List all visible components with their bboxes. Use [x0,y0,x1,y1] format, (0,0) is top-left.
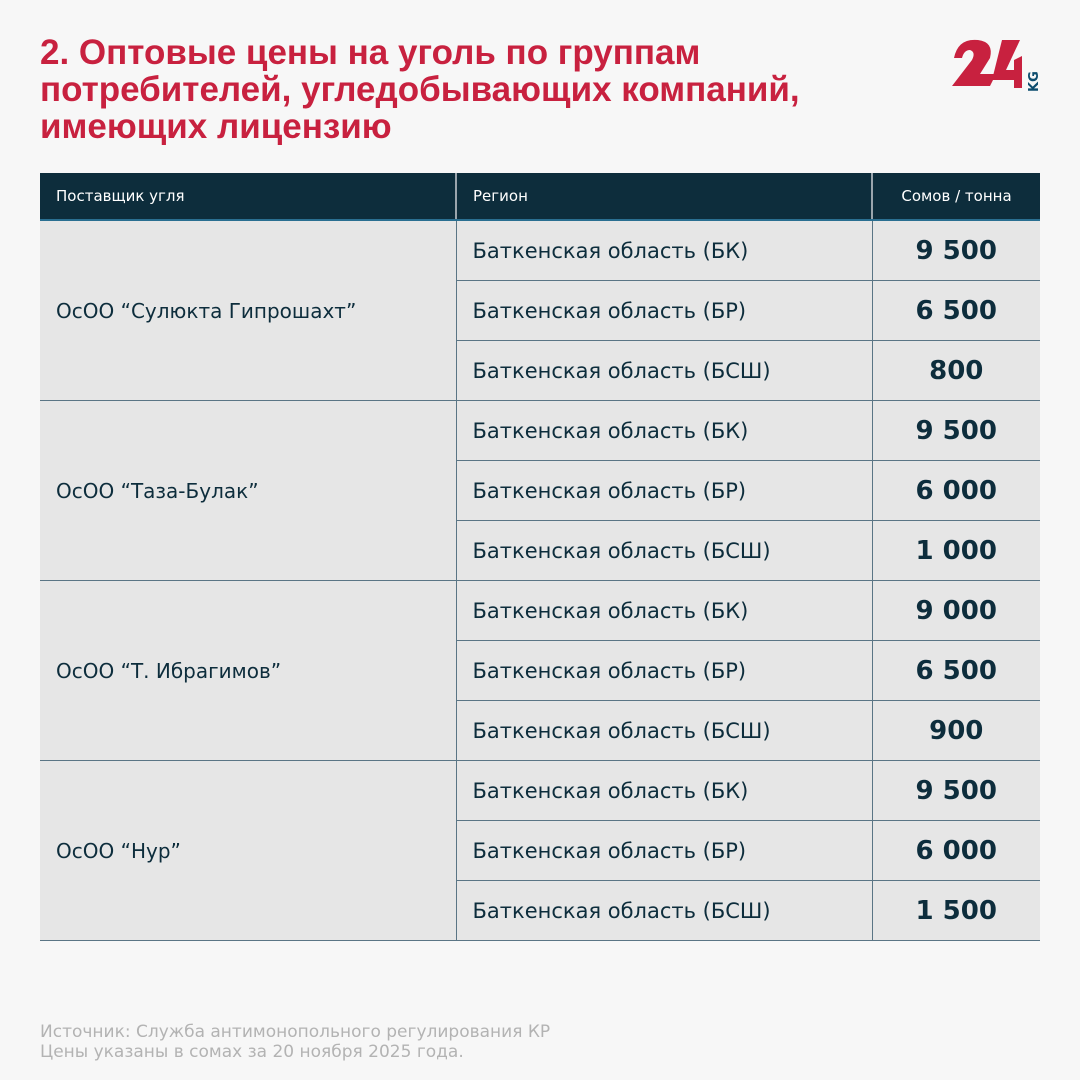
supplier-cell: ОсОО “Нур” [40,760,457,941]
table-row: Баткенская область (БР) 6 500 [40,640,1040,701]
region-cell: Баткенская область (БК) [456,760,873,821]
table-row: ОсОО “Т. Ибрагимов” Баткенская область (Б… [40,580,1040,761]
table-row: ОсОО “Сулюкта Гипрошахт” Баткенская облас… [40,220,1040,401]
region-cell: Баткенская область (БР) [456,280,873,341]
region-cell: Баткенская область (БСШ) [456,520,873,581]
table-row: Баткенская область (БР) 6 500 [40,280,1040,341]
region-cell: Баткенская область (БК) [456,400,873,461]
table-row: Баткенская область (БСШ) 800 [40,340,1040,401]
price-cell: 9 500 [872,400,1040,461]
footer: Источник: Служба антимонопольного регули… [40,1022,550,1062]
logo-24kg: KG [952,39,1042,92]
price-cell: 1 500 [872,880,1040,941]
region-cell: Баткенская область (БСШ) [456,880,873,941]
table-row: Баткенская область (БР) 6 000 [40,820,1040,881]
region-cell: Баткенская область (БР) [456,640,873,701]
price-cell: 6 000 [872,460,1040,521]
supplier-cell: ОсОО “Таза-Булак” [40,400,457,581]
region-cell: Баткенская область (БК) [456,580,873,641]
table-row: Баткенская область (БР) 6 000 [40,460,1040,521]
table-row: Баткенская область (БСШ) 1 000 [40,520,1040,581]
header-supplier: Поставщик угля [40,173,456,221]
region-cell: Баткенская область (БСШ) [456,700,873,761]
region-cell: Баткенская область (БР) [456,820,873,881]
price-cell: 9 500 [872,220,1040,281]
region-cell: Баткенская область (БР) [456,460,873,521]
source-note: Источник: Служба антимонопольного регули… [40,1022,551,1042]
price-cell: 800 [872,340,1040,401]
table-row: ОсОО “Таза-Булак” Баткенская область (БК)… [40,400,1040,581]
supplier-cell: ОсОО “Сулюкта Гипрошахт” [40,220,457,401]
price-cell: 6 000 [872,820,1040,881]
header-region: Регион [455,173,872,221]
price-cell: 900 [872,700,1040,761]
price-cell: 1 000 [872,520,1040,581]
table-row: Баткенская область (БСШ) 900 [40,700,1040,761]
table-row: Баткенская область (БСШ) 1 500 [40,880,1040,941]
price-note: Цены указаны в сомах за 20 ноября 2025 г… [40,1042,464,1062]
price-cell: 6 500 [872,640,1040,701]
svg-text:KG: KG [1027,71,1042,92]
header-price: Сомов / тонна [871,173,1040,221]
supplier-cell: ОсОО “Т. Ибрагимов” [40,580,457,761]
price-cell: 6 500 [872,280,1040,341]
region-cell: Баткенская область (БК) [456,220,873,281]
price-table: Поставщик угля Регион Сомов / тонна ОсОО… [40,173,1040,941]
price-cell: 9 000 [872,580,1040,641]
price-cell: 9 500 [872,760,1040,821]
page-title: 2. Оптовые цены на уголь по группам потр… [40,33,800,146]
table-header-row: Поставщик угля Регион Сомов / тонна [40,173,1040,221]
table-row: ОсОО “Нур” Баткенская область (БК) 9 500 [40,760,1040,941]
region-cell: Баткенская область (БСШ) [456,340,873,401]
